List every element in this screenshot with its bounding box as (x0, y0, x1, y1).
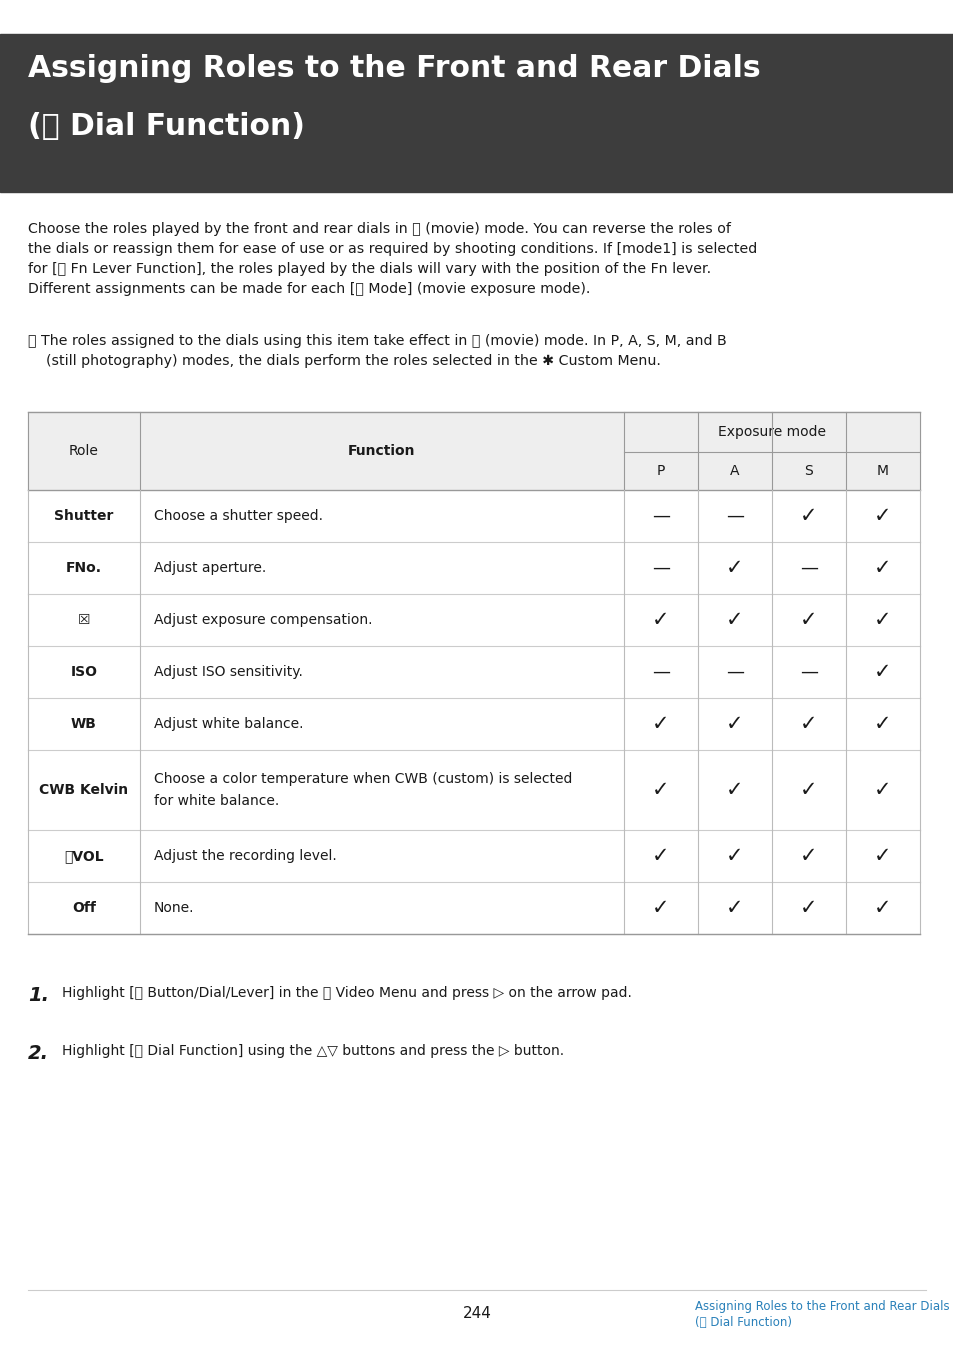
Text: Choose the roles played by the front and rear dials in 📹 (movie) mode. You can r: Choose the roles played by the front and… (28, 222, 730, 236)
Text: ✓: ✓ (652, 898, 669, 918)
Text: ✓: ✓ (800, 714, 817, 734)
Text: Exposure mode: Exposure mode (718, 425, 825, 439)
Text: Adjust white balance.: Adjust white balance. (153, 718, 303, 731)
Text: —: — (800, 663, 817, 681)
Text: —: — (725, 506, 743, 525)
Text: ✓: ✓ (725, 611, 743, 630)
Text: Highlight [📹 Button/Dial/Lever] in the 📹 Video Menu and press ▷ on the arrow pad: Highlight [📹 Button/Dial/Lever] in the 📹… (62, 986, 631, 1001)
Text: ✓: ✓ (873, 662, 891, 682)
Text: Adjust the recording level.: Adjust the recording level. (153, 849, 336, 862)
Text: Choose a color temperature when CWB (custom) is selected: Choose a color temperature when CWB (cus… (153, 772, 572, 787)
Text: Highlight [📹 Dial Function] using the △▽ buttons and press the ▷ button.: Highlight [📹 Dial Function] using the △▽… (62, 1044, 563, 1057)
Text: M: M (876, 464, 888, 478)
Text: for white balance.: for white balance. (153, 793, 279, 808)
Text: ✓: ✓ (725, 714, 743, 734)
Text: P: P (656, 464, 664, 478)
Text: ✓: ✓ (873, 558, 891, 578)
Bar (28, 881, 919, 934)
Text: —: — (800, 559, 817, 577)
Text: ⓘ The roles assigned to the dials using this item take effect in 📹 (movie) mode.: ⓘ The roles assigned to the dials using … (28, 334, 726, 348)
Text: CWB Kelvin: CWB Kelvin (39, 783, 129, 798)
Text: —: — (651, 663, 669, 681)
Text: ✓: ✓ (725, 846, 743, 867)
Text: (📹 Dial Function): (📹 Dial Function) (695, 1316, 791, 1330)
Text: ✓: ✓ (800, 780, 817, 800)
Text: —: — (725, 663, 743, 681)
Text: ✓: ✓ (873, 611, 891, 630)
Text: Choose a shutter speed.: Choose a shutter speed. (153, 509, 323, 523)
Bar (0, 34, 953, 192)
Text: for [📹 Fn Lever Function], the roles played by the dials will vary with the posi: for [📹 Fn Lever Function], the roles pla… (28, 263, 710, 276)
Bar (28, 594, 919, 646)
Text: ✓: ✓ (725, 558, 743, 578)
Text: None.: None. (153, 900, 194, 915)
Text: Assigning Roles to the Front and Rear Dials: Assigning Roles to the Front and Rear Di… (28, 54, 760, 83)
Text: ✓: ✓ (873, 506, 891, 525)
Text: the dials or reassign them for ease of use or as required by shooting conditions: the dials or reassign them for ease of u… (28, 242, 757, 256)
Text: —: — (651, 506, 669, 525)
Text: ✓: ✓ (800, 611, 817, 630)
Text: ✓: ✓ (652, 714, 669, 734)
Bar (28, 646, 919, 699)
Text: ✓: ✓ (800, 898, 817, 918)
Text: S: S (803, 464, 813, 478)
Text: Different assignments can be made for each [📹 Mode] (movie exposure mode).: Different assignments can be made for ea… (28, 282, 590, 297)
Text: ✓: ✓ (652, 611, 669, 630)
Text: ✓: ✓ (873, 898, 891, 918)
Text: A: A (729, 464, 739, 478)
Text: ✓: ✓ (800, 846, 817, 867)
Text: ✓: ✓ (873, 846, 891, 867)
Text: Adjust exposure compensation.: Adjust exposure compensation. (153, 613, 372, 627)
Text: WB: WB (71, 718, 97, 731)
Bar (28, 412, 919, 490)
Text: ✓: ✓ (873, 714, 891, 734)
Text: 🎤VOL: 🎤VOL (64, 849, 104, 862)
Text: 1.: 1. (28, 986, 49, 1005)
Text: ✓: ✓ (652, 780, 669, 800)
Text: Off: Off (72, 900, 96, 915)
Text: Function: Function (348, 444, 416, 458)
Text: (still photography) modes, the dials perform the roles selected in the ✱ Custom : (still photography) modes, the dials per… (28, 353, 660, 368)
Text: ✓: ✓ (725, 898, 743, 918)
Text: ✓: ✓ (873, 780, 891, 800)
Text: ISO: ISO (71, 665, 97, 678)
Text: Role: Role (69, 444, 99, 458)
Bar (28, 490, 919, 542)
Bar (28, 542, 919, 594)
Bar (28, 750, 919, 830)
Text: Assigning Roles to the Front and Rear Dials: Assigning Roles to the Front and Rear Di… (695, 1300, 948, 1313)
Text: ☒: ☒ (77, 613, 91, 627)
Text: ✓: ✓ (800, 506, 817, 525)
Bar (28, 699, 919, 750)
Bar (28, 830, 919, 881)
Text: ✓: ✓ (725, 780, 743, 800)
Text: 244: 244 (462, 1307, 491, 1322)
Text: Adjust aperture.: Adjust aperture. (153, 561, 266, 575)
Text: ✓: ✓ (652, 846, 669, 867)
Text: (🎥 Dial Function): (🎥 Dial Function) (28, 112, 305, 141)
Text: —: — (651, 559, 669, 577)
Text: 2.: 2. (28, 1044, 49, 1063)
Text: FNo.: FNo. (66, 561, 102, 575)
Text: Adjust ISO sensitivity.: Adjust ISO sensitivity. (153, 665, 302, 678)
Text: Shutter: Shutter (54, 509, 113, 523)
